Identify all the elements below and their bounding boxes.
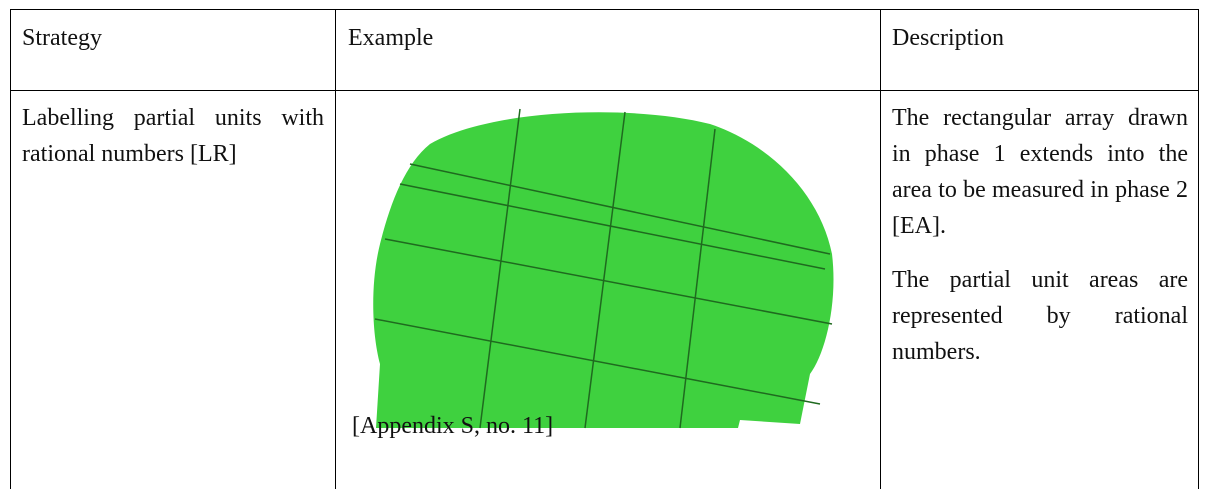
- example-caption: [Appendix S, no. 11]: [352, 413, 554, 439]
- border: [335, 9, 336, 489]
- header-cell: Strategy: [22, 25, 102, 51]
- border: [10, 9, 11, 489]
- border: [10, 90, 1199, 91]
- example-image: [373, 108, 834, 429]
- header-cell: Example: [348, 25, 434, 51]
- paragraph: The partial unit areas are represented b…: [892, 267, 1188, 365]
- strategy-cell: Labelling partial units with rational nu…: [22, 105, 324, 167]
- border: [1198, 9, 1199, 489]
- border: [10, 9, 1199, 10]
- header-cell: Description: [892, 25, 1004, 51]
- border: [880, 9, 881, 489]
- description-cell: The rectangular array drawn in phase 1 e…: [892, 100, 1188, 370]
- paragraph: The rectangular array drawn in phase 1 e…: [892, 105, 1188, 239]
